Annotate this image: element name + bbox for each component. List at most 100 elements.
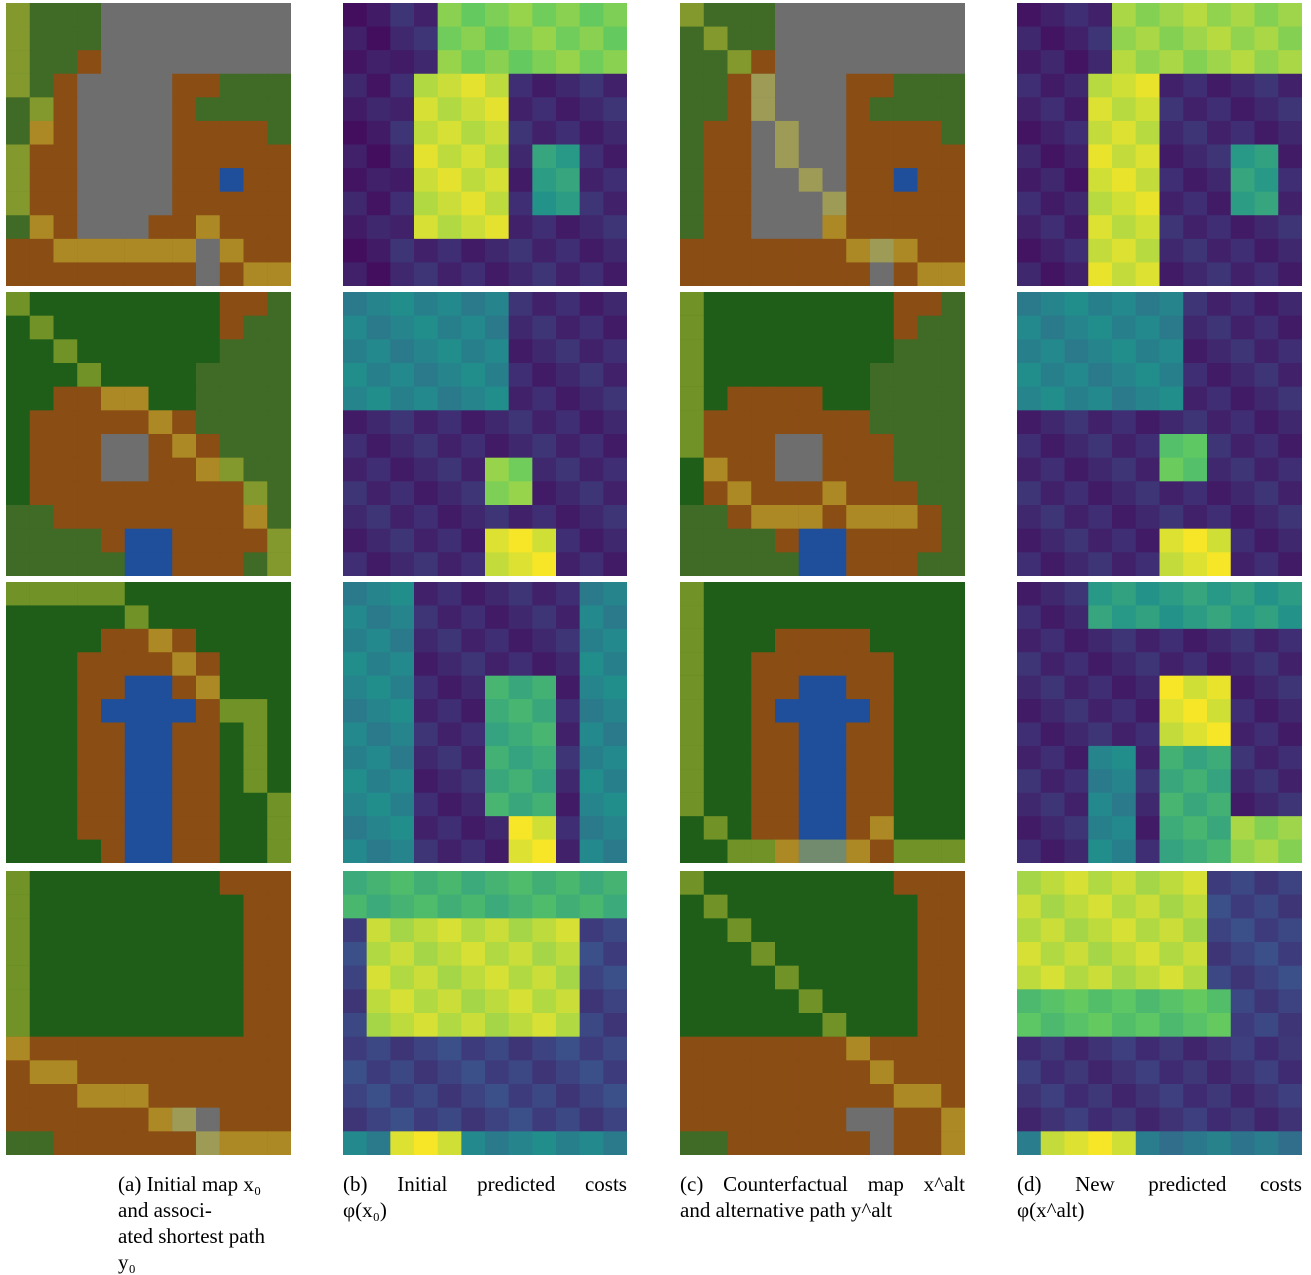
cost-cell <box>390 481 415 506</box>
path-cell <box>267 552 291 576</box>
cost-cell <box>1064 238 1089 263</box>
terrain-cell <box>751 675 776 700</box>
cost-cell <box>1207 26 1232 51</box>
terrain-cell <box>29 1107 54 1132</box>
terrain-cell <box>727 457 752 482</box>
cost-cell <box>1040 628 1065 653</box>
terrain-cell <box>124 144 149 169</box>
terrain-cell <box>243 120 268 145</box>
terrain-cell <box>941 120 965 145</box>
terrain-cell <box>124 989 149 1014</box>
terrain-cell <box>172 363 197 388</box>
terrain-cell <box>941 552 965 576</box>
terrain-cell <box>893 120 918 145</box>
cost-cell <box>1230 1060 1255 1085</box>
cost-cell <box>1230 363 1255 388</box>
cost-cell <box>390 675 415 700</box>
terrain-cell <box>846 792 871 817</box>
terrain-cell <box>775 1131 800 1155</box>
cost-cell <box>366 73 391 98</box>
cost-cell <box>390 769 415 794</box>
terrain-cell <box>77 50 102 75</box>
cost-cell <box>1230 582 1255 606</box>
terrain-cell <box>917 792 942 817</box>
cost-cell <box>390 699 415 723</box>
terrain-cell <box>267 894 291 919</box>
cost-cell <box>461 942 486 967</box>
path-cell <box>243 262 268 286</box>
cost-cell <box>1135 292 1160 317</box>
path-cell <box>219 1131 244 1155</box>
cost-cell <box>1207 97 1232 122</box>
terrain-cell <box>29 144 54 169</box>
cost-cell <box>390 528 415 553</box>
terrain-cell <box>798 528 823 553</box>
terrain-cell <box>148 73 173 98</box>
terrain-cell <box>751 1013 776 1038</box>
cost-cell <box>1088 363 1113 388</box>
panel-a-row2-map <box>6 292 291 576</box>
cost-cell <box>1254 386 1279 411</box>
cost-cell <box>1135 918 1160 943</box>
terrain-cell <box>53 238 78 263</box>
cost-cell <box>485 434 510 459</box>
terrain-cell <box>703 315 728 340</box>
cost-cell <box>1183 675 1208 700</box>
terrain-cell <box>822 1084 847 1109</box>
terrain-cell <box>148 675 173 700</box>
terrain-cell <box>727 1060 752 1085</box>
terrain-cell <box>148 699 173 723</box>
path-cell <box>727 918 752 942</box>
cost-cell <box>1278 3 1302 28</box>
cost-cell <box>1112 120 1137 145</box>
terrain-cell <box>172 238 197 263</box>
terrain-cell <box>124 675 149 700</box>
terrain-cell <box>870 1107 895 1132</box>
terrain-cell <box>101 191 126 216</box>
cost-cell <box>1064 339 1089 364</box>
cost-cell <box>366 144 391 169</box>
cost-cell <box>1040 1084 1065 1109</box>
cost-cell <box>343 505 368 530</box>
terrain-cell <box>6 120 31 145</box>
terrain-cell <box>101 942 126 967</box>
cost-cell <box>461 552 486 576</box>
terrain-cell <box>101 315 126 340</box>
terrain-cell <box>822 481 847 506</box>
cost-cell <box>579 699 604 723</box>
cost-cell <box>1207 652 1232 677</box>
terrain-cell <box>172 50 197 75</box>
path-cell <box>101 1084 125 1108</box>
cost-cell <box>1183 1013 1208 1038</box>
terrain-cell <box>703 262 728 286</box>
cost-cell <box>485 552 510 576</box>
cost-cell <box>556 168 581 193</box>
cost-cell <box>390 120 415 145</box>
cost-cell <box>1230 3 1255 28</box>
cost-cell <box>532 262 557 286</box>
cost-cell <box>1183 386 1208 411</box>
cost-cell <box>1254 628 1279 653</box>
terrain-cell <box>172 582 197 606</box>
terrain-cell <box>148 168 173 193</box>
cost-cell <box>508 191 533 216</box>
terrain-cell <box>775 292 800 317</box>
terrain-cell <box>680 965 705 990</box>
terrain-cell <box>29 97 54 122</box>
terrain-cell <box>680 315 705 340</box>
terrain-cell <box>219 505 244 530</box>
terrain-cell <box>77 989 102 1014</box>
terrain-cell <box>703 552 728 576</box>
cost-cell <box>1278 73 1302 98</box>
terrain-cell <box>53 552 78 576</box>
cost-cell <box>343 894 368 919</box>
cost-cell <box>1112 745 1137 770</box>
cost-cell <box>390 918 415 943</box>
terrain-cell <box>751 262 776 286</box>
terrain-cell <box>124 769 149 794</box>
terrain-cell <box>941 652 965 677</box>
terrain-cell <box>703 528 728 553</box>
terrain-cell <box>870 73 895 98</box>
cost-cell <box>1040 315 1065 340</box>
cost-cell <box>414 965 439 990</box>
